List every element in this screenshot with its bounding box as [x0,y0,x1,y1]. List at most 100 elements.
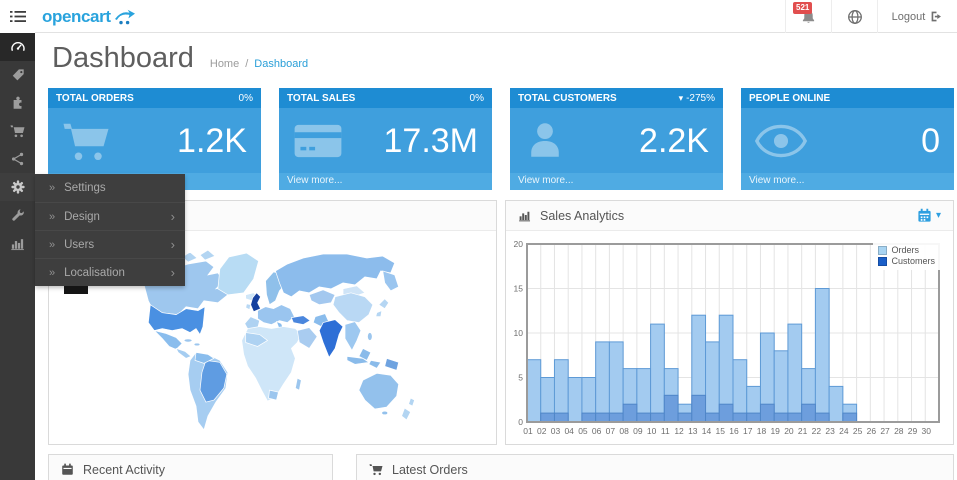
tile-view-more-link[interactable]: View more... [510,173,723,190]
svg-text:5: 5 [518,373,523,383]
tile-body: 2.2K [510,108,723,173]
tile-header: TOTAL CUSTOMERS ▾ -275% [510,88,723,108]
svg-text:12: 12 [674,426,684,436]
svg-text:28: 28 [894,426,904,436]
panel-title: Sales Analytics [540,208,625,223]
svg-text:23: 23 [825,426,835,436]
caret-down-icon: ▾ [935,210,941,221]
tile-total-sales: TOTAL SALES 0% 17.3M View more... [279,88,492,190]
tile-view-more-link[interactable]: View more... [741,173,954,190]
notifications-button[interactable]: 521 [785,0,831,33]
credit-card-icon [294,124,342,157]
tile-total-customers: TOTAL CUSTOMERS ▾ -275% 2.2K View more..… [510,88,723,190]
logo-text: opencart [42,6,111,26]
chevron-right-icon: › [170,237,175,252]
caret-down-icon: ▾ [678,92,684,103]
svg-text:17: 17 [743,426,753,436]
tile-header: TOTAL SALES 0% [279,88,492,108]
svg-text:21: 21 [798,426,808,436]
tile-change: ▾ -275% [679,93,715,104]
svg-text:10: 10 [647,426,657,436]
svg-text:16: 16 [729,426,739,436]
svg-text:15: 15 [716,426,726,436]
legend-entry: Orders [878,245,935,255]
recent-activity-header: Recent Activity [49,455,332,480]
svg-text:03: 03 [551,426,561,436]
submenu-item-settings[interactable]: » Settings [35,174,185,202]
wrench-icon [11,209,24,221]
topbar: opencart 521 [0,0,957,33]
svg-text:25: 25 [853,426,863,436]
notification-badge: 521 [793,2,813,14]
chart-legend: Orders Customers [873,241,940,270]
tile-header: TOTAL ORDERS 0% [48,88,261,108]
shopping-cart-icon [10,125,25,138]
topbar-actions: 521 Logout [785,0,957,33]
tile-title: TOTAL ORDERS [56,92,134,104]
sidebar-item-marketing[interactable] [0,145,35,173]
calendar-icon [918,208,931,222]
sidebar-item-tools[interactable] [0,201,35,229]
breadcrumb-home[interactable]: Home [209,58,240,70]
sidebar-item-dashboard[interactable] [0,33,35,61]
submenu-item-localisation[interactable]: » Localisation › [35,258,185,286]
sidebar-item-system[interactable] [0,173,35,201]
shopping-cart-icon [63,123,109,160]
user-icon [531,122,559,157]
system-submenu: » Settings » Design › » Users › » Locali… [35,174,185,286]
logout-button[interactable]: Logout [877,0,957,33]
svg-text:20: 20 [514,239,524,249]
svg-text:04: 04 [564,426,574,436]
eye-icon [755,124,807,157]
tile-change-value: -275% [686,92,715,104]
svg-text:11: 11 [661,426,670,436]
panel-title: Recent Activity [83,462,165,477]
breadcrumb-current[interactable]: Dashboard [254,58,309,70]
world-map [128,249,415,431]
sales-analytics-header: Sales Analytics ▾ [506,201,953,231]
svg-text:06: 06 [592,426,602,436]
sidebar-item-sales[interactable] [0,117,35,145]
sidebar-item-reports[interactable] [0,229,35,257]
tile-body: 17.3M [279,108,492,173]
submenu-item-users[interactable]: » Users › [35,230,185,258]
opencart-logo[interactable]: opencart [42,0,136,33]
svg-text:15: 15 [514,284,524,294]
sidebar-item-extensions[interactable] [0,89,35,117]
world-map-body [49,231,496,444]
angle-double-right-icon: » [49,238,56,251]
menu-list-icon [9,11,26,22]
calendar-icon [61,463,74,476]
logout-label: Logout [891,10,926,23]
angle-double-right-icon: » [49,210,56,223]
tile-change: 0% [469,92,484,104]
svg-text:10: 10 [514,328,524,338]
tile-people-online: PEOPLE ONLINE 0 View more... [741,88,954,190]
angle-double-right-icon: » [49,266,56,279]
stores-button[interactable] [831,0,877,33]
svg-text:01: 01 [523,426,533,436]
breadcrumb-separator: / [245,58,249,70]
svg-text:02: 02 [537,426,547,436]
tile-value: 0 [921,121,940,160]
svg-text:07: 07 [606,426,616,436]
tile-body: 1.2K [48,108,261,173]
globe-icon [847,9,862,24]
page-header: Dashboard Home / Dashboard [52,42,308,75]
sidebar-toggle-button[interactable] [0,0,35,33]
dashboard-gauge-icon [10,41,25,52]
tile-change: 0% [238,92,253,104]
tile-value: 17.3M [383,121,479,160]
svg-text:08: 08 [619,426,629,436]
svg-text:27: 27 [880,426,890,436]
bar-chart-icon [518,209,531,222]
submenu-item-design[interactable]: » Design › [35,202,185,230]
date-range-button[interactable]: ▾ [917,208,941,223]
tile-title: TOTAL SALES [287,92,356,104]
chevron-right-icon: › [170,265,175,280]
svg-text:22: 22 [812,426,822,436]
tile-view-more-link[interactable]: View more... [279,173,492,190]
gear-icon [10,180,25,194]
sidebar-item-catalog[interactable] [0,61,35,89]
